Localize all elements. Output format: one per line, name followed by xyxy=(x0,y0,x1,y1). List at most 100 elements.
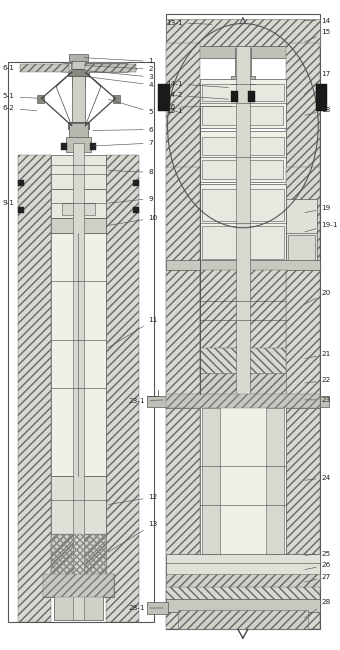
Text: 24: 24 xyxy=(305,474,331,481)
Bar xyxy=(202,408,220,554)
Bar xyxy=(68,122,89,129)
Text: 21: 21 xyxy=(305,351,331,359)
Text: 20: 20 xyxy=(305,290,331,304)
Text: 6-2: 6-2 xyxy=(3,105,37,111)
Text: 13-1: 13-1 xyxy=(166,20,212,25)
Bar xyxy=(8,62,154,621)
Bar xyxy=(233,90,253,103)
Bar xyxy=(236,46,250,629)
Text: 8: 8 xyxy=(108,169,153,176)
Bar xyxy=(200,406,286,556)
Bar xyxy=(72,58,85,86)
Bar xyxy=(200,348,286,374)
Text: 1: 1 xyxy=(84,58,153,64)
Bar xyxy=(158,84,170,111)
Bar xyxy=(166,394,320,408)
Text: 5: 5 xyxy=(108,99,153,115)
Text: 13: 13 xyxy=(108,521,158,552)
Bar xyxy=(244,106,283,125)
Text: 9: 9 xyxy=(108,196,153,203)
Text: 22: 22 xyxy=(305,378,331,384)
Bar xyxy=(51,189,106,218)
Bar xyxy=(286,168,320,629)
Text: 2: 2 xyxy=(84,66,153,72)
Bar xyxy=(248,90,255,102)
Bar xyxy=(235,48,251,77)
Bar xyxy=(166,19,320,48)
Bar xyxy=(85,64,136,72)
Bar xyxy=(200,79,286,127)
Bar xyxy=(166,260,320,270)
Bar xyxy=(166,14,320,629)
Text: 15-1: 15-1 xyxy=(166,100,183,114)
Bar xyxy=(202,106,241,125)
Bar xyxy=(133,180,139,186)
Bar xyxy=(166,394,320,408)
Bar xyxy=(166,599,320,612)
Bar xyxy=(200,372,286,396)
Text: 27: 27 xyxy=(305,574,331,582)
Text: 11: 11 xyxy=(108,317,158,348)
Bar xyxy=(231,90,238,102)
Bar xyxy=(231,76,255,92)
Bar xyxy=(18,155,51,621)
Text: 23: 23 xyxy=(305,397,331,403)
Text: 14-1: 14-1 xyxy=(166,81,228,88)
Bar xyxy=(288,235,315,264)
Bar xyxy=(113,96,120,103)
Text: 18: 18 xyxy=(305,107,331,115)
Bar xyxy=(90,143,96,150)
Text: 9-1: 9-1 xyxy=(3,200,18,207)
Bar xyxy=(202,189,284,221)
Bar xyxy=(51,534,106,575)
Bar xyxy=(202,160,241,179)
Bar xyxy=(106,155,139,621)
Bar xyxy=(244,160,283,179)
Bar xyxy=(286,198,317,266)
Text: 23-1: 23-1 xyxy=(128,398,163,404)
Bar xyxy=(200,270,286,349)
Text: 16: 16 xyxy=(166,104,231,110)
Bar xyxy=(69,123,88,140)
Text: 19-1: 19-1 xyxy=(305,222,338,232)
Bar xyxy=(166,43,200,170)
Text: 5-1: 5-1 xyxy=(3,94,37,99)
Bar xyxy=(62,203,95,215)
Bar xyxy=(20,64,69,72)
Bar xyxy=(18,180,24,186)
Text: 6-1: 6-1 xyxy=(3,65,20,72)
Bar xyxy=(68,69,89,76)
Bar xyxy=(316,84,327,111)
Bar xyxy=(51,233,106,476)
Bar xyxy=(286,43,320,170)
Bar xyxy=(72,69,85,125)
Bar xyxy=(266,408,284,554)
Bar xyxy=(202,84,284,101)
Bar xyxy=(166,554,320,575)
Bar xyxy=(178,610,308,629)
Bar xyxy=(166,586,320,600)
Text: 28: 28 xyxy=(304,599,331,618)
Bar xyxy=(69,54,88,62)
Text: 7: 7 xyxy=(94,140,153,146)
Bar xyxy=(51,476,106,534)
Bar xyxy=(66,137,91,152)
Bar xyxy=(133,207,139,213)
Bar xyxy=(51,218,106,233)
Bar xyxy=(54,595,103,619)
Bar xyxy=(166,574,320,588)
Text: 15: 15 xyxy=(305,29,331,42)
Bar xyxy=(61,143,67,150)
Text: 28-1: 28-1 xyxy=(128,605,163,611)
Text: 12: 12 xyxy=(108,494,158,504)
Bar xyxy=(147,602,168,614)
Text: 26: 26 xyxy=(305,562,331,569)
Text: 10: 10 xyxy=(108,215,158,226)
Bar xyxy=(320,396,329,407)
Text: 14: 14 xyxy=(305,18,331,23)
Bar xyxy=(44,574,114,597)
Bar xyxy=(147,396,168,407)
Bar xyxy=(37,96,45,103)
Bar xyxy=(44,574,114,597)
Text: 3: 3 xyxy=(84,70,153,80)
